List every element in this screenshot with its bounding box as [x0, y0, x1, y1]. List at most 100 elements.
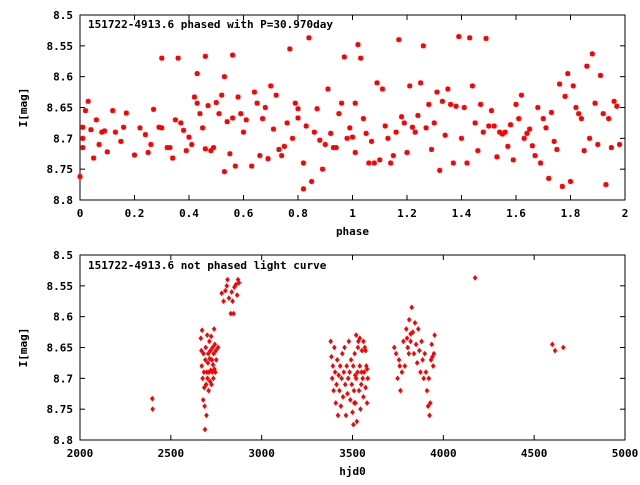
data-point: [337, 387, 342, 394]
data-point: [360, 375, 365, 382]
data-point: [363, 130, 369, 136]
data-point: [202, 426, 208, 433]
data-point: [178, 120, 184, 126]
data-point: [426, 375, 432, 382]
data-point: [377, 157, 383, 163]
data-point: [197, 111, 203, 117]
data-point: [207, 338, 212, 345]
data-point: [211, 350, 217, 357]
y-tick-label: 8.55: [47, 40, 74, 53]
data-point: [357, 363, 363, 369]
data-point: [401, 120, 407, 126]
data-point: [584, 63, 590, 69]
data-point: [344, 135, 350, 141]
data-point: [420, 356, 425, 363]
data-point: [409, 124, 416, 130]
data-point: [565, 70, 571, 77]
data-point: [494, 154, 500, 160]
data-point: [118, 138, 124, 145]
data-point: [289, 135, 296, 141]
data-point: [408, 338, 413, 345]
data-point: [80, 124, 86, 130]
data-point: [339, 375, 344, 382]
data-point: [391, 344, 397, 351]
data-point: [91, 155, 97, 161]
data-point: [332, 369, 338, 376]
data-point: [337, 363, 343, 369]
data-point: [403, 326, 409, 332]
data-point: [521, 135, 527, 141]
data-point: [608, 144, 614, 151]
data-point: [335, 412, 341, 419]
data-point: [336, 372, 341, 379]
y-tick-label: 8.65: [47, 102, 74, 115]
data-point: [341, 54, 347, 60]
data-point: [317, 137, 323, 143]
data-point: [472, 274, 478, 281]
data-point: [199, 347, 204, 354]
data-point: [236, 279, 242, 286]
data-point: [348, 397, 353, 403]
data-point: [82, 107, 89, 114]
data-point: [397, 363, 403, 369]
data-point: [201, 384, 207, 391]
data-point: [202, 403, 207, 409]
data-point: [145, 149, 151, 156]
x-tick-label: 4000: [430, 447, 457, 460]
data-point: [202, 146, 208, 152]
x-tick-label: 4500: [521, 447, 548, 460]
data-point: [412, 129, 418, 135]
data-point: [170, 155, 176, 161]
data-point: [233, 281, 239, 288]
y-tick-label: 8.75: [47, 163, 74, 176]
data-point: [221, 298, 226, 305]
data-point: [477, 101, 484, 108]
data-point: [424, 387, 430, 394]
data-point: [358, 55, 364, 61]
data-point: [226, 295, 232, 302]
data-point: [537, 160, 544, 166]
data-point: [398, 387, 403, 394]
data-point: [219, 290, 225, 297]
data-point: [329, 353, 334, 360]
x-tick-label: 0.2: [125, 207, 145, 220]
data-point: [616, 141, 623, 148]
data-point: [578, 116, 584, 122]
data-point: [314, 106, 320, 112]
data-point: [423, 369, 429, 376]
data-points: [149, 274, 566, 433]
data-point: [251, 89, 257, 95]
data-point: [350, 363, 356, 369]
data-point: [603, 181, 609, 188]
data-point: [350, 409, 355, 416]
data-point: [543, 125, 549, 131]
data-point: [215, 344, 221, 351]
data-point: [309, 178, 315, 185]
x-tick-label: 0.4: [179, 207, 199, 220]
y-tick-label: 8.65: [47, 342, 74, 355]
data-point: [499, 131, 505, 137]
data-point: [510, 157, 516, 163]
data-point: [581, 148, 587, 154]
data-point: [437, 167, 443, 173]
data-point: [121, 124, 127, 130]
data-point: [104, 149, 110, 155]
data-point: [211, 326, 217, 332]
data-point: [287, 46, 293, 52]
data-point: [614, 103, 620, 109]
data-point: [338, 403, 344, 409]
data-point: [249, 163, 255, 169]
data-point: [428, 146, 435, 153]
data-point: [516, 116, 522, 122]
data-point: [393, 129, 399, 135]
data-point: [390, 153, 396, 159]
data-point: [422, 350, 428, 357]
data-point: [123, 110, 129, 116]
data-point: [99, 129, 105, 135]
x-tick-label: 3500: [339, 447, 366, 460]
data-point: [488, 107, 495, 114]
data-point: [364, 366, 370, 372]
data-point: [439, 98, 446, 104]
data-point: [354, 418, 360, 425]
